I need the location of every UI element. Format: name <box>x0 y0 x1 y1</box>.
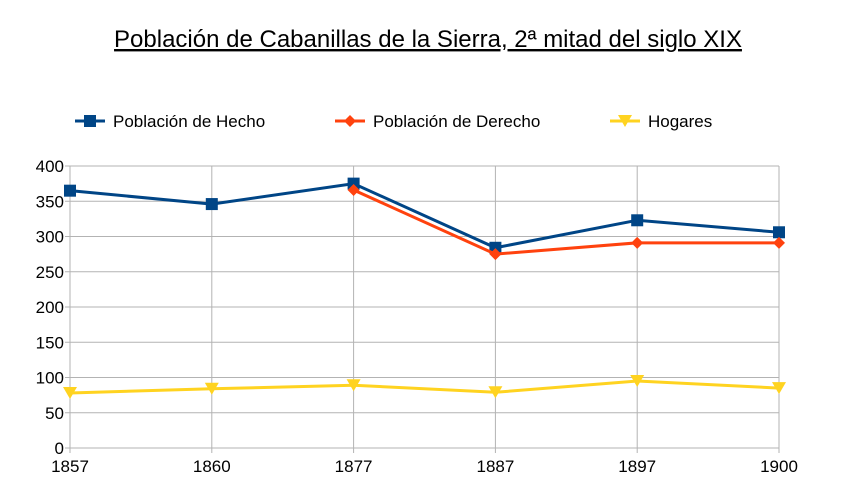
square-marker <box>205 198 218 211</box>
x-tick-label: 1887 <box>476 457 514 476</box>
series-layer <box>63 177 786 400</box>
triangle-marker <box>772 382 786 395</box>
y-tick-label: 300 <box>36 228 64 247</box>
x-axis: 1857 1860 1877 1887 1897 1900 <box>51 457 798 476</box>
series-poblaci-n-de-hecho <box>64 177 785 254</box>
series-line <box>352 188 779 256</box>
square-marker <box>489 241 502 254</box>
triangle-marker <box>488 386 503 399</box>
triangle-marker <box>346 379 361 392</box>
square-marker <box>347 177 360 190</box>
series-hogares <box>63 375 786 400</box>
grid <box>65 165 780 453</box>
square-marker <box>84 115 96 127</box>
legend-label: Hogares <box>648 112 712 131</box>
series-poblaci-n-de-derecho <box>347 183 785 261</box>
triangle-marker <box>63 387 77 400</box>
diamond-marker <box>773 236 785 249</box>
triangle-marker <box>204 382 219 395</box>
y-tick-label: 250 <box>36 263 64 282</box>
chart-title: Población de Cabanillas de la Sierra, 2ª… <box>114 26 742 53</box>
x-tick-label: 1857 <box>51 457 89 476</box>
diamond-marker <box>489 248 502 261</box>
x-tick-label: 1897 <box>618 457 656 476</box>
legend-label: Población de Derecho <box>373 112 540 131</box>
square-marker <box>631 214 644 227</box>
y-tick-label: 350 <box>36 192 64 211</box>
y-tick-label: 0 <box>55 439 64 458</box>
series-line <box>69 182 780 250</box>
square-marker <box>64 184 76 197</box>
y-tick-label: 200 <box>36 298 64 317</box>
y-tick-label: 400 <box>36 157 64 176</box>
y-axis: 0 50 100 150 200 250 300 350 400 <box>36 157 64 458</box>
y-tick-label: 100 <box>36 369 64 388</box>
triangle-marker <box>618 115 632 127</box>
legend: Población de Hecho Población de Derecho Ho… <box>75 112 712 131</box>
y-tick-label: 150 <box>36 333 64 352</box>
square-marker <box>773 226 785 239</box>
x-tick-label: 1860 <box>193 457 231 476</box>
y-tick-label: 50 <box>45 404 64 423</box>
triangle-marker <box>630 375 645 388</box>
x-tick-label: 1877 <box>335 457 373 476</box>
diamond-marker <box>631 236 644 249</box>
legend-label: Población de Hecho <box>113 112 265 131</box>
diamond-marker <box>344 115 356 127</box>
series-line <box>69 379 780 395</box>
diamond-marker <box>347 183 360 196</box>
x-tick-label: 1900 <box>760 457 798 476</box>
